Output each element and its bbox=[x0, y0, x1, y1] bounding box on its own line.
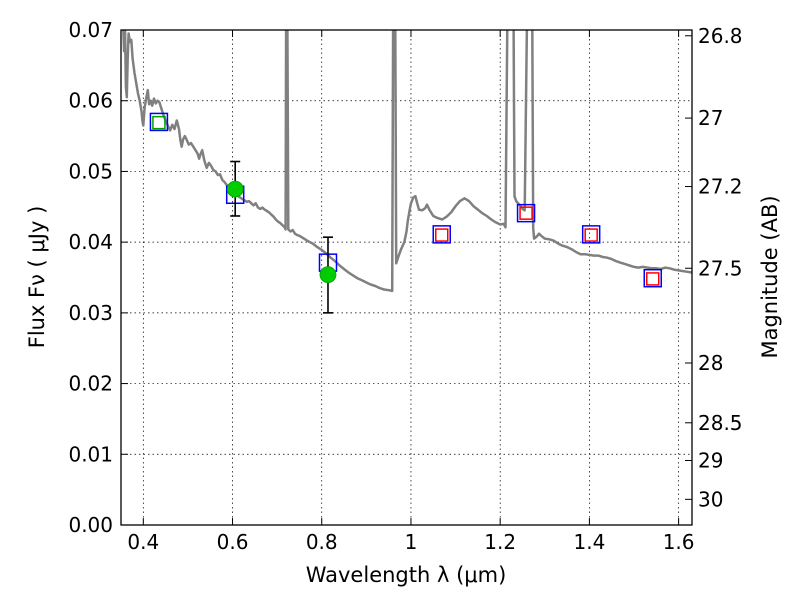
y-tick-label-5: 0.05 bbox=[68, 159, 113, 183]
x-tick-label-0: 0.4 bbox=[127, 530, 159, 554]
y2-tick-label-6: 29 bbox=[698, 449, 723, 473]
tick-labels: 0.4 0.6 0.8 1 1.2 1.4 1.6 0.00 0.01 0.02 0.03 0.04 0… bbox=[68, 18, 742, 554]
inner-square-marker bbox=[519, 206, 533, 220]
y2-tick-label-1: 27 bbox=[698, 106, 723, 130]
measured-flux-point bbox=[319, 266, 337, 284]
measured-flux-point bbox=[226, 180, 244, 198]
x-tick-label-4: 1.2 bbox=[484, 530, 516, 554]
y2-tick-label-7: 30 bbox=[698, 487, 723, 511]
y2-tick-label-3: 27.5 bbox=[698, 256, 743, 280]
plot-area bbox=[122, 30, 692, 314]
inner-square-marker bbox=[584, 228, 598, 242]
y2-tick-label-0: 26.8 bbox=[698, 24, 743, 48]
model-square-marker bbox=[516, 203, 536, 223]
model-square-marker bbox=[149, 112, 169, 132]
y-axis-label: Flux Fν ( μJy ) bbox=[25, 206, 49, 349]
y-tick-label-4: 0.04 bbox=[68, 230, 113, 254]
model-square-marker bbox=[432, 225, 451, 244]
y-tick-label-0: 0.00 bbox=[68, 513, 113, 537]
model-square-marker bbox=[581, 225, 601, 244]
y2-tick-label-2: 27.2 bbox=[698, 175, 743, 199]
x-tick-label-3: 1 bbox=[405, 530, 418, 554]
y-tick-label-6: 0.06 bbox=[68, 89, 113, 113]
plot-frame bbox=[120, 29, 693, 526]
x-tick-label-2: 0.8 bbox=[306, 530, 338, 554]
y-tick-label-3: 0.03 bbox=[68, 301, 113, 325]
inner-square-marker bbox=[434, 228, 449, 242]
inner-square-marker bbox=[152, 115, 166, 130]
y2-axis-label: Magnitude (AB) bbox=[758, 195, 782, 358]
x-tick-label-1: 0.6 bbox=[217, 530, 249, 554]
model-square-marker bbox=[643, 268, 662, 288]
inner-square-marker bbox=[645, 272, 660, 286]
y-tick-label-7: 0.07 bbox=[68, 18, 113, 42]
x-tick-label-5: 1.4 bbox=[573, 530, 605, 554]
x-tick-label-6: 1.6 bbox=[663, 530, 695, 554]
x-axis-label: Wavelength λ (μm) bbox=[306, 563, 507, 587]
y2-tick-label-5: 28.5 bbox=[698, 411, 743, 435]
y2-tick-label-4: 28 bbox=[698, 351, 723, 375]
y-tick-label-2: 0.02 bbox=[68, 372, 113, 396]
y-tick-label-1: 0.01 bbox=[68, 442, 113, 466]
